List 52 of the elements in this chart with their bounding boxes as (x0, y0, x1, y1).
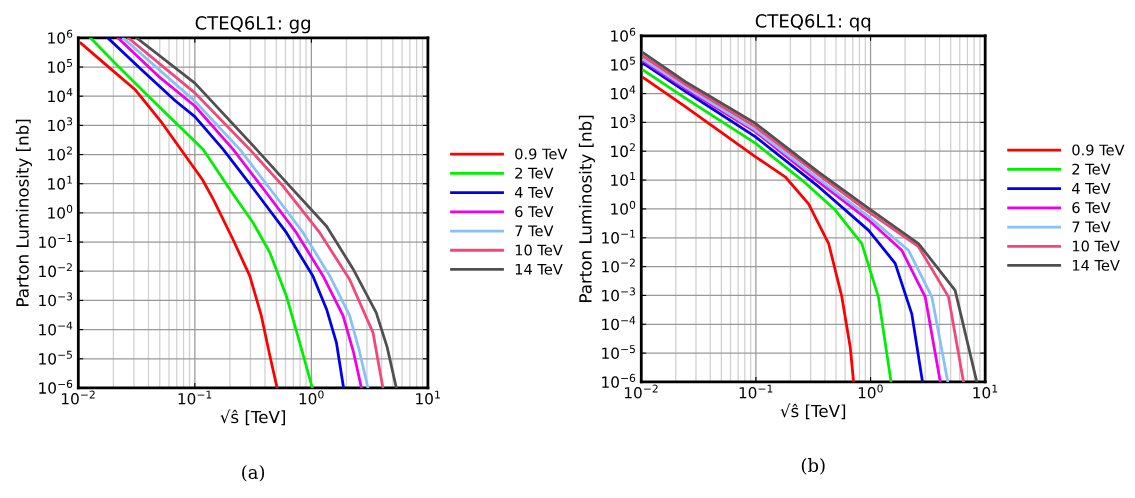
y-tick-label: 10$^{−3}$ (39, 292, 73, 307)
legend-label: 14 TeV (515, 263, 563, 275)
y-axis-title: Parton Luminosity [nb] (15, 119, 32, 306)
y-tick-label: 10$^{−5}$ (602, 345, 635, 360)
legend-label: 0.9 TeV (515, 148, 568, 160)
legend-label: 6 TeV (1072, 202, 1111, 214)
y-tick-label: 10$^{1}$ (611, 172, 635, 186)
y-tick-label: 10$^{2}$ (611, 143, 635, 158)
legend-label: 14 TeV (1072, 259, 1120, 271)
legend-label: 0.9 TeV (1072, 144, 1125, 156)
x-tick-label: 10$^{0}$ (858, 384, 883, 399)
x-tick-label: 10$^{−1}$ (739, 384, 773, 399)
y-tick-label: 10$^{3}$ (611, 114, 636, 129)
legend-label: 4 TeV (1072, 183, 1111, 194)
y-tick-label: 10$^{−2}$ (39, 263, 72, 278)
y-tick-label: 10$^{6}$ (611, 27, 636, 42)
y-tick-label: 10$^{−4}$ (39, 321, 73, 336)
legend-label: 2 TeV (1072, 163, 1111, 175)
legend-label: 7 TeV (1072, 221, 1111, 233)
legend-label: 4 TeV (514, 187, 554, 198)
y-tick-label: 10$^{5}$ (48, 59, 73, 73)
text: (b) (801, 458, 825, 475)
chart-title: CTEQ6L1: gg (195, 16, 310, 34)
y-tick-label: 10$^{1}$ (48, 175, 72, 190)
x-axis-title: √ŝ [TeV] (780, 403, 846, 420)
y-tick-label: 10$^{−4}$ (602, 316, 636, 331)
y-tick-label: 10$^{4}$ (611, 85, 636, 100)
y-axis-title: Parton Luminosity [nb] (578, 115, 595, 302)
legend-label: 10 TeV (515, 244, 563, 256)
y-tick-label: 10$^{2}$ (48, 146, 72, 161)
legend-label: 6 TeV (515, 206, 554, 218)
x-axis-title: √ŝ [TeV] (220, 409, 285, 426)
y-tick-label: 10$^{−1}$ (602, 229, 635, 244)
x-tick-label: 10$^{1}$ (416, 390, 440, 405)
legend-label: 2 TeV (515, 167, 554, 179)
y-tick-label: 10$^{−2}$ (602, 258, 635, 273)
y-tick-label: 10$^{6}$ (48, 29, 73, 44)
y-tick-label: 10$^{−3}$ (602, 287, 636, 302)
y-tick-label: 10$^{0}$ (48, 204, 73, 219)
y-tick-label: 10$^{4}$ (48, 88, 73, 103)
x-tick-label: 10$^{1}$ (973, 384, 998, 399)
x-tick-label: 10$^{−1}$ (178, 390, 212, 405)
text: (a) (242, 464, 265, 482)
legend-label: 10 TeV (1072, 240, 1120, 252)
legend-label: 7 TeV (515, 225, 554, 237)
chart-title: CTEQ6L1: qq (755, 14, 871, 32)
y-tick-label: 10$^{5}$ (611, 56, 635, 71)
y-tick-label: 10$^{−5}$ (39, 350, 72, 365)
y-tick-label: 10$^{0}$ (611, 200, 636, 215)
x-tick-label: 10$^{0}$ (299, 390, 324, 405)
y-tick-label: 10$^{3}$ (48, 117, 73, 132)
y-tick-label: 10$^{−1}$ (39, 234, 72, 248)
